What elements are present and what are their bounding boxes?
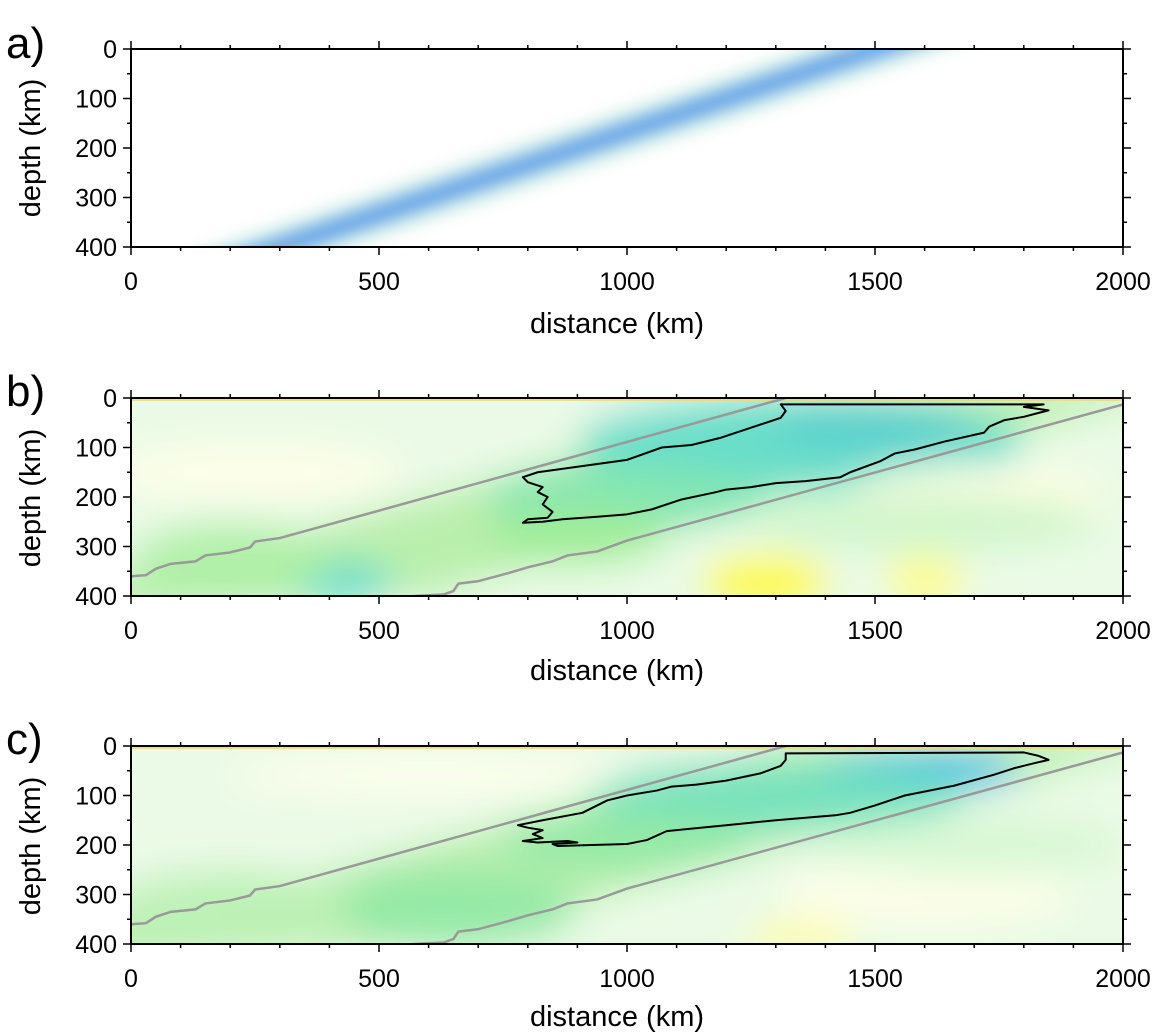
y-tick-label: 0 bbox=[103, 36, 117, 64]
y-tick-label: 200 bbox=[75, 135, 117, 163]
slab-upper-edge bbox=[131, 746, 787, 926]
x-tick-label: 0 bbox=[124, 617, 138, 645]
anomaly-blob bbox=[230, 755, 627, 796]
y-tick-label: 100 bbox=[75, 783, 117, 811]
y-tick-label: 300 bbox=[75, 534, 117, 562]
x-tick-label: 500 bbox=[358, 268, 400, 296]
y-tick-label: 400 bbox=[75, 234, 117, 262]
anomaly-blob bbox=[825, 815, 1123, 875]
heatmap-c bbox=[131, 746, 1123, 944]
anomaly-blob bbox=[746, 919, 856, 944]
axes-a: 0 500 1000 1500 2000 0 100 200 300 400 bbox=[75, 36, 1151, 296]
x-tick-label: 1000 bbox=[599, 617, 655, 645]
x-axis-title-c: distance (km) bbox=[530, 1001, 704, 1033]
x-tick-label: 1500 bbox=[847, 617, 903, 645]
anomaly-blob bbox=[884, 553, 965, 596]
y-tick-label: 300 bbox=[75, 185, 117, 213]
anomaly-blob bbox=[775, 864, 1074, 925]
panel-a: a) 0 500 1000 1500 2000 0 100 200 300 400 distanc… bbox=[6, 19, 1151, 340]
panel-label-c: c) bbox=[6, 715, 43, 764]
y-tick-label: 400 bbox=[75, 931, 117, 959]
anomaly-blob bbox=[701, 553, 831, 596]
x-tick-label: 2000 bbox=[1095, 617, 1151, 645]
x-tick-label: 500 bbox=[358, 965, 400, 993]
panel-label-b: b) bbox=[6, 367, 45, 416]
x-tick-label: 0 bbox=[124, 965, 138, 993]
slab-core bbox=[267, 49, 888, 247]
y-axis-title-b: depth (km) bbox=[15, 429, 47, 568]
anomaly-blob bbox=[751, 492, 1099, 552]
axes-c: 0 500 1000 1500 2000 0 100 200 300 400 bbox=[75, 733, 1151, 993]
surface-band bbox=[131, 398, 1123, 401]
y-axis-title-c: depth (km) bbox=[15, 777, 47, 916]
anomaly-blob bbox=[131, 442, 404, 502]
y-tick-label: 0 bbox=[103, 733, 117, 761]
y-tick-label: 300 bbox=[75, 882, 117, 910]
x-tick-label: 1000 bbox=[599, 965, 655, 993]
x-tick-label: 1500 bbox=[847, 268, 903, 296]
x-tick-label: 500 bbox=[358, 617, 400, 645]
y-tick-label: 0 bbox=[103, 385, 117, 413]
y-tick-label: 200 bbox=[75, 832, 117, 860]
anomaly-contour bbox=[516, 751, 1050, 847]
y-tick-label: 400 bbox=[75, 583, 117, 611]
x-axis-title-b: distance (km) bbox=[530, 655, 704, 687]
x-axis-title-a: distance (km) bbox=[530, 308, 704, 340]
y-axis-title-a: depth (km) bbox=[15, 79, 47, 218]
x-tick-label: 2000 bbox=[1095, 965, 1151, 993]
anomaly-blob bbox=[587, 760, 965, 831]
x-tick-label: 0 bbox=[124, 268, 138, 296]
heatmap-a bbox=[131, 49, 1123, 247]
panel-c: c) 0 500 1000 1500 2000 0 100 200 300 400 distanc… bbox=[6, 715, 1151, 1033]
panel-b: b) 0 500 1000 1500 2000 0 100 200 300 400 distanc… bbox=[6, 367, 1151, 687]
anomaly-blob bbox=[503, 810, 751, 870]
anomaly-blob bbox=[131, 869, 355, 944]
x-tick-label: 2000 bbox=[1095, 268, 1151, 296]
slab-lower-edge bbox=[413, 751, 1123, 944]
heatmap-b bbox=[131, 398, 1123, 596]
x-tick-label: 1000 bbox=[599, 268, 655, 296]
x-tick-label: 1500 bbox=[847, 965, 903, 993]
y-tick-label: 100 bbox=[75, 435, 117, 463]
axes-b: 0 500 1000 1500 2000 0 100 200 300 400 bbox=[75, 385, 1151, 645]
y-tick-label: 100 bbox=[75, 86, 117, 114]
surface-band bbox=[131, 746, 1123, 749]
y-tick-label: 200 bbox=[75, 484, 117, 512]
anomaly-blob bbox=[131, 521, 330, 596]
slab-lower-edge bbox=[413, 403, 1123, 596]
anomaly-blob bbox=[329, 869, 578, 944]
slab-upper-edge bbox=[131, 398, 787, 578]
anomaly-contour bbox=[521, 403, 1050, 524]
panel-label-a: a) bbox=[6, 19, 45, 68]
